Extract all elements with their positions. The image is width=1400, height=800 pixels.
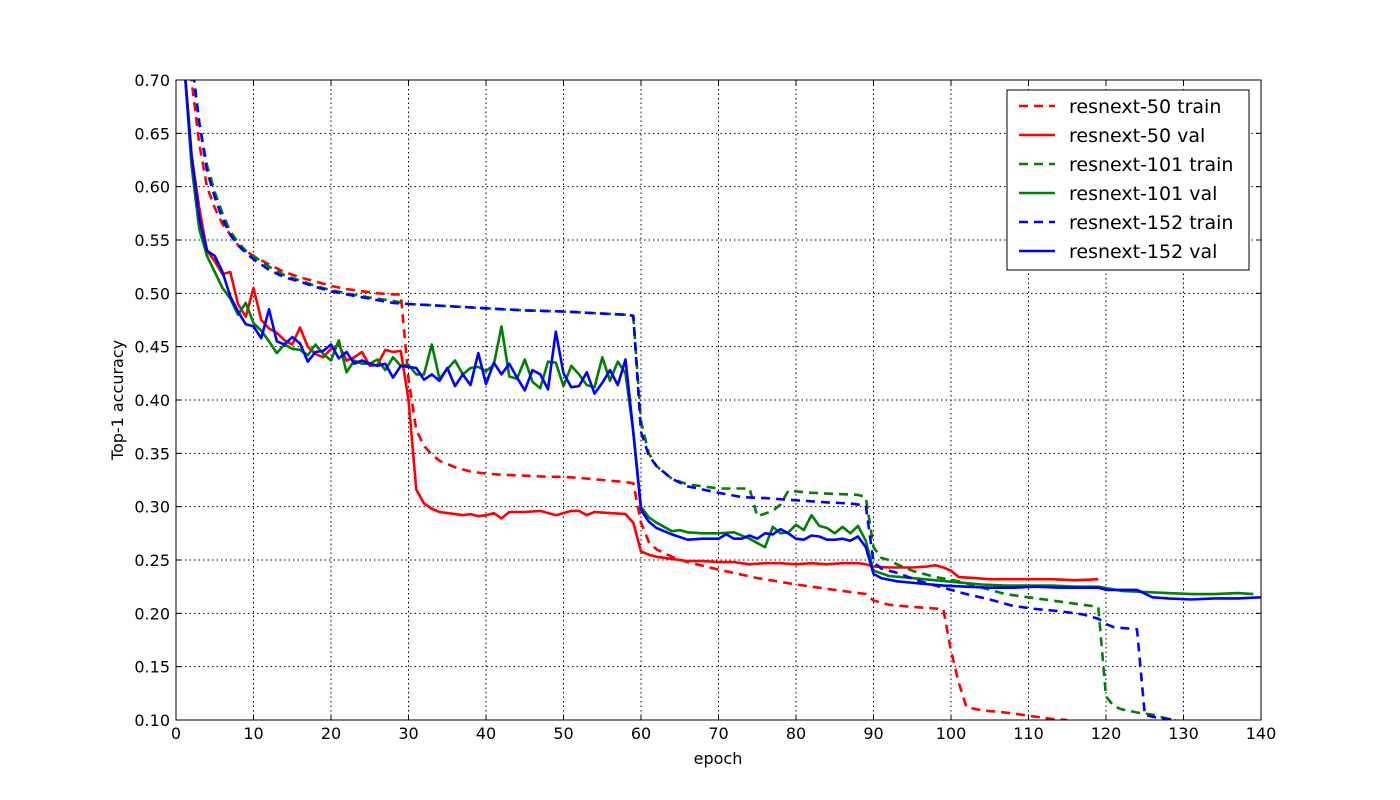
y-tick-label: 0.10 bbox=[134, 711, 170, 730]
legend-label: resnext-152 val bbox=[1069, 241, 1217, 263]
x-tick-label: 140 bbox=[1246, 724, 1277, 743]
x-axis-label: epoch bbox=[694, 749, 743, 768]
x-tick-label: 60 bbox=[631, 724, 651, 743]
series-line-resnext-152-train bbox=[192, 80, 1176, 720]
legend-label: resnext-152 train bbox=[1069, 212, 1233, 234]
y-tick-label: 0.40 bbox=[134, 391, 170, 410]
y-tick-label: 0.70 bbox=[134, 71, 170, 90]
y-tick-label: 0.60 bbox=[134, 178, 170, 197]
y-tick-label: 0.25 bbox=[134, 551, 170, 570]
x-tick-label: 100 bbox=[936, 724, 967, 743]
series-line-resnext-101-val bbox=[184, 80, 1254, 596]
x-tick-label: 110 bbox=[1013, 724, 1044, 743]
x-tick-label: 90 bbox=[863, 724, 883, 743]
x-tick-label: 70 bbox=[708, 724, 728, 743]
y-tick-label: 0.55 bbox=[134, 231, 170, 250]
x-tick-label: 0 bbox=[171, 724, 181, 743]
legend: resnext-50 train resnext-50 val resnext-10… bbox=[1006, 89, 1250, 271]
y-tick-label: 0.20 bbox=[134, 604, 170, 623]
y-axis-label: Top-1 accuracy bbox=[108, 340, 127, 461]
axis-ticks: 0 10 20 30 40 50 60 70 80 90 100 110 120 130 140 0.10 0.… bbox=[134, 71, 1276, 743]
series-line-resnext-50-val bbox=[184, 80, 1099, 582]
x-tick-label: 40 bbox=[476, 724, 496, 743]
y-tick-label: 0.50 bbox=[134, 284, 170, 303]
series-layer bbox=[184, 80, 1261, 720]
y-tick-label: 0.65 bbox=[134, 124, 170, 143]
legend-label: resnext-101 val bbox=[1069, 183, 1217, 205]
series-line-resnext-50-train bbox=[190, 80, 1068, 720]
y-tick-label: 0.35 bbox=[134, 444, 170, 463]
legend-box bbox=[1006, 89, 1250, 271]
series-line-resnext-101-train bbox=[192, 80, 1176, 720]
x-tick-label: 120 bbox=[1091, 724, 1122, 743]
y-tick-label: 0.45 bbox=[134, 338, 170, 357]
x-tick-label: 30 bbox=[398, 724, 418, 743]
grid-lines bbox=[176, 80, 1261, 720]
legend-label: resnext-50 val bbox=[1069, 125, 1205, 147]
y-tick-label: 0.15 bbox=[134, 658, 170, 677]
x-tick-label: 130 bbox=[1168, 724, 1199, 743]
x-tick-label: 10 bbox=[243, 724, 263, 743]
legend-label: resnext-101 train bbox=[1069, 154, 1233, 176]
x-tick-label: 20 bbox=[321, 724, 341, 743]
x-tick-label: 80 bbox=[786, 724, 806, 743]
y-tick-label: 0.30 bbox=[134, 498, 170, 517]
series-line-resnext-152-val bbox=[184, 80, 1261, 601]
legend-label: resnext-50 train bbox=[1069, 96, 1221, 118]
x-tick-label: 50 bbox=[553, 724, 573, 743]
